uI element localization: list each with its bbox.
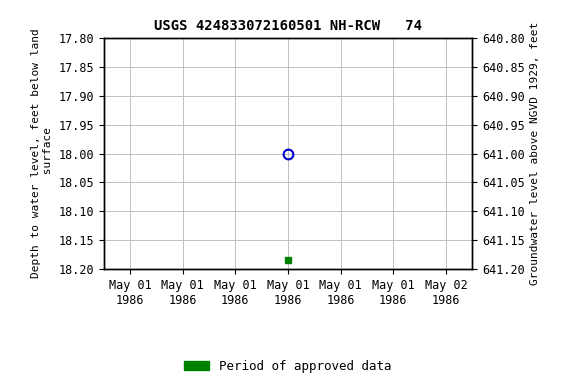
Y-axis label: Groundwater level above NGVD 1929, feet: Groundwater level above NGVD 1929, feet <box>530 22 540 285</box>
Y-axis label: Depth to water level, feet below land
 surface: Depth to water level, feet below land su… <box>31 29 53 278</box>
Title: USGS 424833072160501 NH-RCW   74: USGS 424833072160501 NH-RCW 74 <box>154 19 422 33</box>
Legend: Period of approved data: Period of approved data <box>179 355 397 378</box>
